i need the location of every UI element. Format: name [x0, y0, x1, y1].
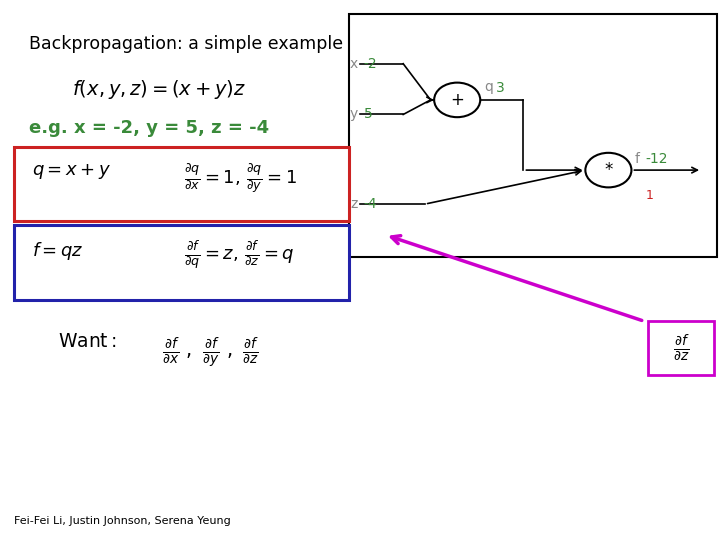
Text: e.g. x = -2, y = 5, z = -4: e.g. x = -2, y = 5, z = -4 — [29, 119, 269, 137]
Text: -4: -4 — [364, 197, 377, 211]
Text: y: y — [350, 107, 358, 122]
FancyBboxPatch shape — [14, 225, 349, 300]
Text: 3: 3 — [496, 80, 505, 94]
Circle shape — [434, 83, 480, 117]
Text: $f(x,y,z) = (x+y)z$: $f(x,y,z) = (x+y)z$ — [72, 78, 246, 102]
Text: Fei-Fei Li, Justin Johnson, Serena Yeung: Fei-Fei Li, Justin Johnson, Serena Yeung — [14, 516, 231, 526]
Text: $q = x + y$: $q = x + y$ — [32, 162, 112, 181]
Text: +: + — [450, 91, 464, 109]
FancyBboxPatch shape — [648, 321, 714, 375]
FancyBboxPatch shape — [349, 14, 717, 257]
Text: f: f — [635, 152, 640, 166]
Text: *: * — [604, 161, 613, 179]
Text: -2: -2 — [364, 57, 377, 71]
Text: $\frac{\partial f}{\partial z}$: $\frac{\partial f}{\partial z}$ — [672, 333, 690, 363]
FancyBboxPatch shape — [14, 147, 349, 221]
Text: $\frac{\partial f}{\partial x}\ ,\ \frac{\partial f}{\partial y}\ ,\ \frac{\part: $\frac{\partial f}{\partial x}\ ,\ \frac… — [162, 336, 259, 370]
Text: $\frac{\partial q}{\partial x} = 1,\, \frac{\partial q}{\partial y} = 1$: $\frac{\partial q}{\partial x} = 1,\, \f… — [184, 162, 297, 195]
Text: Backpropagation: a simple example: Backpropagation: a simple example — [29, 35, 343, 53]
Text: 1: 1 — [646, 189, 654, 202]
Text: -12: -12 — [646, 152, 668, 166]
Text: $\frac{\partial f}{\partial q} = z,\, \frac{\partial f}{\partial z} = q$: $\frac{\partial f}{\partial q} = z,\, \f… — [184, 240, 294, 273]
Text: $f = qz$: $f = qz$ — [32, 240, 84, 262]
Text: x: x — [350, 57, 358, 71]
Text: $\mathsf{Want:}$: $\mathsf{Want:}$ — [58, 332, 117, 351]
Text: 5: 5 — [364, 107, 372, 122]
Text: q: q — [484, 80, 492, 94]
Circle shape — [585, 153, 631, 187]
Text: z: z — [351, 197, 358, 211]
